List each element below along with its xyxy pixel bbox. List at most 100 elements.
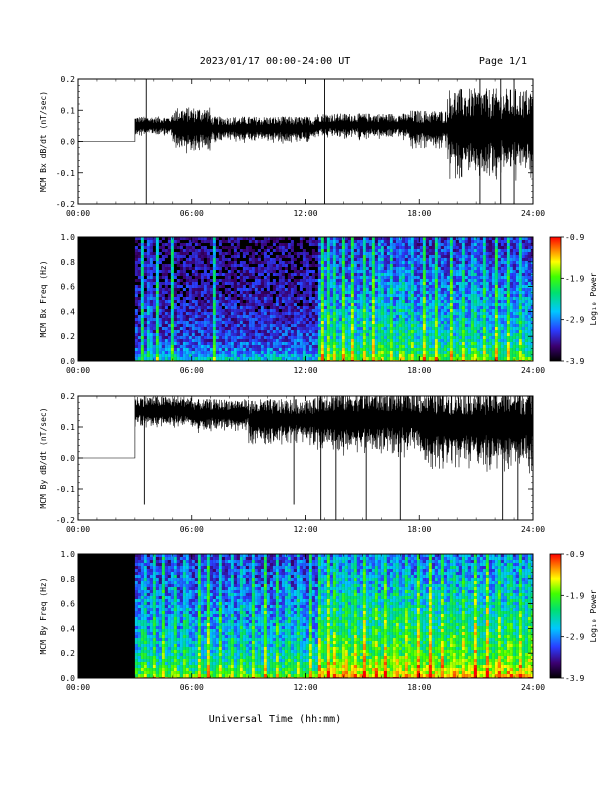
spectrogram-cell [278,318,282,321]
spectrogram-cell [236,255,240,258]
spectrogram-cell [437,264,441,267]
spectrogram-cell [245,270,249,273]
spectrogram-cell [404,279,408,282]
spectrogram-cell [467,246,471,249]
spectrogram-cell [143,336,147,339]
spectrogram-cell [431,255,435,258]
spectrogram-cell [449,297,453,300]
x-tick-label: 00:00 [66,209,90,218]
spectrogram-cell [188,351,192,354]
spectrogram-cell [443,270,447,273]
spectrogram-cell [245,327,249,330]
spectrogram-cell [140,282,144,285]
spectrogram-cell [260,339,264,342]
spectrogram-cell [143,306,147,309]
spectrogram-cell [494,291,498,294]
spectrogram-cell [341,303,345,306]
spectrogram-cell [299,330,303,333]
spectrogram-cell [473,333,477,336]
spectrogram-cell [413,306,417,309]
spectrogram-cell [437,330,441,333]
spectrogram-cell [212,315,216,318]
spectrogram-cell [224,300,228,303]
spectrogram-cell [413,357,417,360]
spectrogram-cell [161,321,165,324]
spectrogram-cell [224,315,228,318]
spectrogram-cell [257,330,261,333]
spectrogram-cell [275,237,279,240]
spectrogram-cell [134,258,138,261]
spectrogram-cell [161,282,165,285]
spectrogram-cell [359,270,363,273]
spectrogram-cell [323,285,327,288]
spectrogram-cell [167,291,171,294]
spectrogram-cell [401,312,405,315]
spectrogram-cell [170,294,174,297]
spectrogram-cell [449,354,453,357]
spectrogram-cell [182,252,186,255]
spectrogram-cell [311,357,315,360]
spectrogram-cell [386,336,390,339]
spectrogram-cell [404,345,408,348]
spectrogram-cell [446,264,450,267]
spectrogram-cell [188,333,192,336]
spectrogram-cell [368,285,372,288]
spectrogram-cell [149,327,153,330]
spectrogram-cell [398,336,402,339]
spectrogram-cell [380,285,384,288]
spectrogram-cell [305,240,309,243]
spectrogram-cell [482,351,486,354]
spectrogram-cell [329,261,333,264]
spectrogram-cell [437,276,441,279]
spectrogram-cell [275,273,279,276]
spectrogram-cell [305,342,309,345]
spectrogram-cell [203,255,207,258]
spectrogram-cell [356,255,360,258]
spectrogram-cell [164,255,168,258]
spectrogram-cell [485,252,489,255]
spectrogram-cell [215,354,219,357]
spectrogram-cell [488,237,492,240]
spectrogram-cell [431,249,435,252]
spectrogram-cell [386,327,390,330]
spectrogram-cell [320,300,324,303]
spectrogram-cell [404,357,408,360]
spectrogram-cell [197,351,201,354]
spectrogram-cell [449,348,453,351]
spectrogram-cell [356,261,360,264]
spectrogram-cell [272,354,276,357]
spectrogram-cell [290,255,294,258]
spectrogram-cell [467,264,471,267]
spectrogram-cell [233,273,237,276]
spectrogram-cell [206,312,210,315]
spectrogram-cell [233,255,237,258]
spectrogram-cell [383,270,387,273]
spectrogram-cell [182,357,186,360]
spectrogram-cell [341,264,345,267]
spectrogram-cell [338,330,342,333]
spectrogram-cell [344,339,348,342]
spectrogram-cell [212,339,216,342]
spectrogram-cell [317,315,321,318]
spectrogram-cell [305,300,309,303]
spectrogram-cell [353,309,357,312]
spectrogram-cell [137,324,141,327]
spectrogram-cell [335,288,339,291]
y-axis-label: MCM Bx dB/dt (nT/sec) [39,91,48,192]
spectrogram-cell [368,345,372,348]
spectrogram-cell [218,285,222,288]
spectrogram-cell [365,255,369,258]
spectrogram-cell [308,345,312,348]
spectrogram-cell [488,273,492,276]
spectrogram-cell [290,282,294,285]
spectrogram-cell [155,333,159,336]
spectrogram-cell [359,354,363,357]
spectrogram-cell [398,246,402,249]
spectrogram-cell [293,315,297,318]
spectrogram-cell [212,351,216,354]
spectrogram-cell [308,258,312,261]
spectrogram-cell [134,273,138,276]
spectrogram-cell [263,342,267,345]
spectrogram-cell [380,258,384,261]
spectrogram-cell [497,240,501,243]
